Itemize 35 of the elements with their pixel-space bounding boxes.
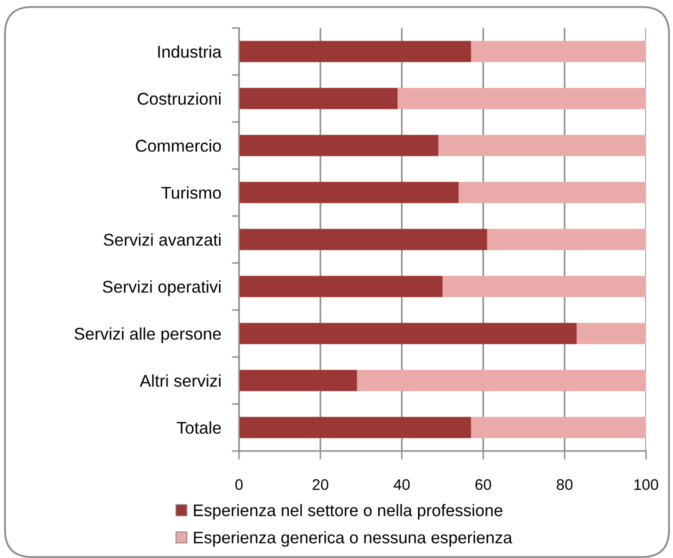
bar	[357, 370, 646, 392]
bar	[442, 276, 646, 298]
y-tick-label: Altri servizi	[140, 374, 220, 387]
x-tick-label: 40	[394, 479, 410, 490]
y-tick-label: Totale	[176, 421, 221, 434]
x-tick-label: 20	[312, 479, 328, 490]
bar	[239, 134, 438, 156]
y-tick-label: Industria	[158, 45, 222, 58]
bar	[239, 322, 577, 344]
bar	[438, 134, 646, 156]
bar	[398, 88, 646, 110]
y-tick-label: Servizi avanzati	[104, 233, 221, 246]
legend-label: Esperienza generica o nessuna esperienza	[194, 531, 512, 547]
bar	[239, 40, 471, 62]
bar	[458, 182, 646, 204]
bar	[239, 182, 459, 204]
y-tick-label: Commercio	[136, 139, 221, 152]
bar	[470, 416, 646, 438]
legend-label: Esperienza nel settore o nella professione	[194, 504, 502, 520]
bar	[239, 228, 488, 250]
bar	[239, 276, 442, 298]
x-tick-label: 60	[475, 479, 492, 490]
y-tick-label: Servizi alle persone	[74, 327, 221, 344]
bar	[239, 370, 358, 392]
x-tick-label: 80	[556, 479, 572, 490]
bar	[487, 228, 646, 250]
x-tick-label: 100	[634, 479, 658, 490]
bar	[239, 416, 471, 438]
y-tick-label: Costruzioni	[138, 92, 220, 105]
x-tick-label: 0	[235, 479, 243, 490]
bar	[470, 40, 646, 62]
bar	[239, 88, 398, 110]
bar	[576, 322, 646, 344]
y-tick-label: Servizi operativi	[102, 280, 221, 296]
y-tick-label: Turismo	[161, 186, 221, 199]
